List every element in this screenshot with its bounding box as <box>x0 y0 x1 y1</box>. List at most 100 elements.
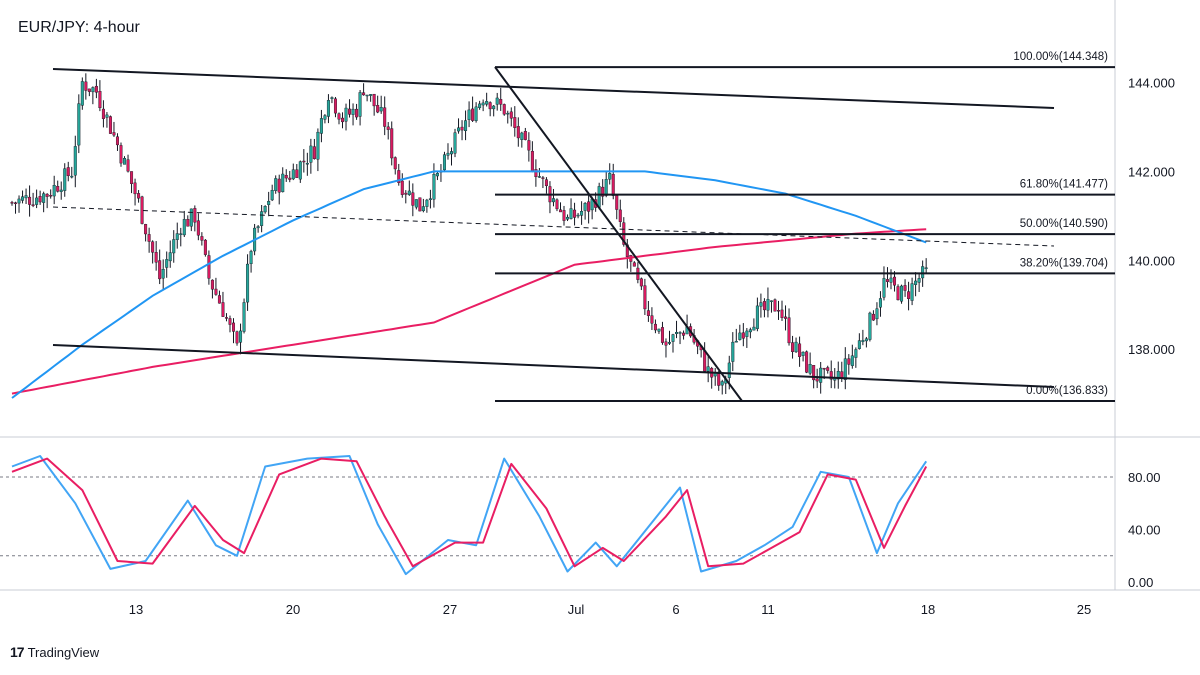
candle-body <box>126 159 130 172</box>
time-tick-label: 27 <box>443 602 457 617</box>
candle-body <box>249 251 253 264</box>
candle-body <box>242 302 246 332</box>
candle-body <box>583 203 587 211</box>
candle-body <box>87 88 91 92</box>
candle-body <box>38 195 42 203</box>
candle-body <box>94 85 98 93</box>
candle-body <box>372 93 376 107</box>
candle-body <box>875 308 879 320</box>
fib-level-label: 50.00%(140.590) <box>1020 218 1108 230</box>
candle-body <box>17 198 21 204</box>
candle-body <box>745 330 749 337</box>
candle-body <box>98 91 102 109</box>
candle-body <box>847 358 851 365</box>
candle-body <box>214 288 218 295</box>
candle-body <box>165 259 169 268</box>
candle-body <box>523 131 527 140</box>
stoch-d-line <box>11 457 928 568</box>
price-tick-label: 138.000 <box>1128 342 1175 357</box>
candle-body <box>400 180 404 195</box>
candle-body <box>193 208 197 223</box>
candle-body <box>52 185 56 197</box>
candle-body <box>435 173 439 177</box>
candle-body <box>77 103 81 146</box>
candle-body <box>576 214 580 217</box>
candle-body <box>541 177 545 179</box>
candle-body <box>144 224 148 235</box>
candle-body <box>611 174 615 196</box>
candle-body <box>734 340 738 343</box>
candle-body <box>903 285 907 291</box>
candle-body <box>189 208 193 227</box>
candle-body <box>207 255 211 279</box>
candle-body <box>42 193 46 203</box>
candle-body <box>260 211 264 226</box>
candle-body <box>277 178 281 193</box>
candle-body <box>910 283 914 301</box>
candle-body <box>326 100 330 117</box>
candle-body <box>256 226 260 229</box>
candle-body <box>573 209 577 218</box>
candle-body <box>854 349 858 358</box>
candle-body <box>115 136 119 146</box>
price-tick-label: 140.000 <box>1128 253 1175 268</box>
candle-body <box>812 365 816 381</box>
candle-body <box>91 87 95 93</box>
candle-body <box>780 309 784 318</box>
candle-body <box>861 340 865 342</box>
candle-body <box>108 116 112 134</box>
candle-body <box>499 99 503 105</box>
candle-body <box>168 252 172 262</box>
candle-body <box>808 364 812 374</box>
candle-body <box>379 107 383 112</box>
candle-body <box>450 151 454 155</box>
fib-level-label: 38.20%(139.704) <box>1020 257 1108 269</box>
candle-body <box>608 172 612 180</box>
candle-body <box>175 233 179 240</box>
moving-average-slow-line <box>11 228 927 395</box>
candle-body <box>544 179 548 187</box>
candle-body <box>738 332 742 340</box>
candle-body <box>924 267 928 269</box>
candle-body <box>172 239 176 254</box>
candle-body <box>597 186 601 208</box>
candle-body <box>727 362 731 378</box>
candle-body <box>21 196 25 201</box>
candle-body <box>330 97 334 99</box>
candle-body <box>362 92 366 96</box>
candle-body <box>896 286 900 301</box>
candle-body <box>914 280 918 285</box>
candle-body <box>706 366 710 372</box>
candle-body <box>319 118 323 134</box>
candle-body <box>196 220 200 236</box>
time-tick-label: Jul <box>568 602 585 617</box>
candle-body <box>224 317 228 319</box>
candle-body <box>671 334 675 342</box>
candle-body <box>558 209 562 213</box>
chart-title: EUR/JPY: 4-hour <box>18 19 141 36</box>
channel-top-line <box>52 68 1055 109</box>
candle-body <box>70 175 74 178</box>
channel-mid-dashed-line <box>52 206 1055 247</box>
candle-body <box>432 174 436 200</box>
candle-body <box>31 204 35 206</box>
candle-body <box>474 106 478 121</box>
candle-body <box>101 108 105 119</box>
candle-body <box>678 332 682 334</box>
candle-body <box>411 192 415 206</box>
stoch-tick-label: 80.00 <box>1128 470 1161 485</box>
candle-body <box>337 113 341 120</box>
candle-body <box>235 331 239 344</box>
candle-body <box>341 117 345 123</box>
stoch-tick-label: 0.00 <box>1128 575 1153 590</box>
candle-body <box>769 300 773 302</box>
price-tick-label: 144.000 <box>1128 76 1175 91</box>
candle-body <box>481 102 485 106</box>
candle-body <box>154 252 158 263</box>
candle-body <box>28 196 32 205</box>
candle-body <box>506 112 510 115</box>
stoch-k-line <box>11 455 928 576</box>
candle-body <box>478 103 482 108</box>
